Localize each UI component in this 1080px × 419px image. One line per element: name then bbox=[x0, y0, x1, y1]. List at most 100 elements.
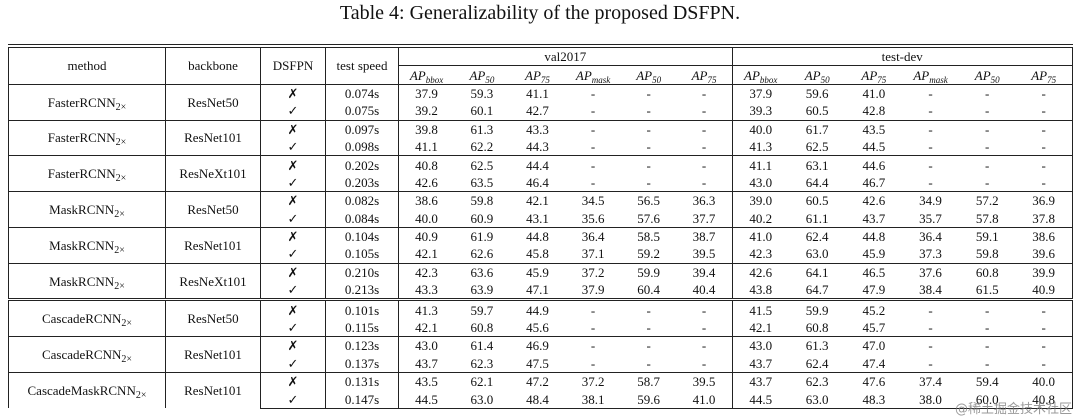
value-cell: - bbox=[928, 320, 933, 336]
dsfpn-cell: ✗ bbox=[260, 226, 326, 246]
value-cell: - bbox=[1015, 336, 1073, 355]
value-cell: - bbox=[701, 174, 707, 190]
speed-cell: 0.203s bbox=[325, 173, 399, 192]
value-cell: 62.6 bbox=[470, 246, 494, 262]
method-cell: CascadeRCNN2× bbox=[8, 336, 166, 373]
metric-header: AP75 bbox=[676, 65, 733, 85]
speed-cell: 0.123s bbox=[325, 336, 399, 355]
value-cell: 39.4 bbox=[676, 262, 733, 282]
value-cell: 43.1 bbox=[526, 210, 549, 226]
value-cell: 60.4 bbox=[637, 282, 661, 298]
value-cell: 39.9 bbox=[1015, 262, 1073, 282]
metric-sub: 50 bbox=[991, 75, 1000, 85]
value-cell: 38.6 bbox=[1015, 226, 1073, 246]
value-cell: 45.8 bbox=[526, 246, 549, 262]
value-cell: 39.2 bbox=[398, 102, 455, 121]
value-cell: 42.6 bbox=[398, 173, 455, 192]
value-cell: 62.1 bbox=[454, 372, 510, 391]
value-cell: 37.8 bbox=[1015, 209, 1073, 228]
metric-sub-text: 50 bbox=[990, 74, 1000, 85]
value-cell: 47.0 bbox=[845, 336, 903, 355]
dsfpn-cell: ✓ bbox=[260, 354, 326, 373]
speed-cell: 0.084s bbox=[325, 209, 399, 228]
value-cell: - bbox=[928, 103, 933, 119]
value-cell: 47.9 bbox=[862, 282, 886, 298]
value-cell: 41.3 bbox=[398, 298, 455, 319]
value-cell: 41.0 bbox=[845, 83, 903, 103]
value-cell: 43.0 bbox=[731, 173, 789, 192]
value-cell: 57.2 bbox=[958, 191, 1016, 210]
header-cell: DSFPN bbox=[260, 43, 326, 85]
value-cell: 43.5 bbox=[845, 119, 903, 138]
value-cell: 43.7 bbox=[398, 354, 455, 373]
speed-cell: 0.115s bbox=[325, 318, 399, 337]
value-cell: 35.7 bbox=[919, 210, 942, 226]
value-cell: - bbox=[676, 155, 733, 174]
metric-header: AP75 bbox=[1015, 65, 1073, 85]
data-row: FasterRCNN2× ResNeXt101 ✗ 0.202s 40.8 62.5 44.… bbox=[8, 155, 1073, 192]
value-cell: 42.3 bbox=[731, 245, 789, 264]
metric-sub: bbox bbox=[760, 75, 778, 85]
data-row: ✓ 0.105s 42.1 62.6 45.8 37.1 59.2 39.5 42.3 63.0 4… bbox=[9, 245, 1073, 264]
metric-sub: mask bbox=[929, 75, 948, 85]
metric-base: AP bbox=[525, 67, 541, 83]
metric-header: AP75 bbox=[509, 65, 566, 85]
value-cell: 42.1 bbox=[398, 318, 455, 337]
value-cell: 41.1 bbox=[509, 83, 566, 103]
value-cell: 47.1 bbox=[526, 282, 549, 298]
value-cell: 60.0 bbox=[958, 390, 1016, 409]
value-cell: - bbox=[676, 83, 733, 103]
value-cell: - bbox=[1015, 155, 1073, 174]
value-cell: - bbox=[1015, 137, 1073, 156]
value-cell: 39.0 bbox=[731, 191, 789, 210]
value-cell: - bbox=[928, 139, 933, 155]
value-cell: 59.6 bbox=[788, 83, 846, 103]
value-cell: - bbox=[590, 355, 596, 371]
metric-base: AP bbox=[636, 67, 653, 83]
group-header: val2017 bbox=[398, 44, 733, 67]
metric-base: AP bbox=[974, 67, 991, 83]
metric-sub-text: bbox bbox=[425, 74, 444, 85]
dsfpn-cell: ✗ bbox=[260, 372, 326, 391]
header-row: method backbone DSFPN test speed val2017 test… bbox=[8, 43, 1073, 85]
metric-header: APbbox bbox=[731, 65, 789, 85]
value-cell: 46.4 bbox=[526, 174, 549, 190]
dsfpn-cell: ✗ bbox=[260, 83, 326, 103]
value-cell: - bbox=[676, 119, 733, 138]
value-cell: 42.3 bbox=[398, 262, 455, 282]
data-row: CascadeMaskRCNN2× ResNet101 ✗ 0.131s 43.5 62.… bbox=[8, 372, 1073, 409]
subheader-row: APbbox AP50 AP75 APmask AP50 AP75 APbbox AP50 AP… bbox=[9, 65, 1073, 85]
value-cell: 47.2 bbox=[509, 372, 566, 391]
value-cell: 36.9 bbox=[1015, 191, 1073, 210]
value-cell: 59.2 bbox=[637, 246, 661, 262]
value-cell: - bbox=[620, 83, 677, 103]
data-row: CascadeRCNN2× ResNet50 ✗ 0.101s 41.3 59.7 44.9… bbox=[8, 298, 1073, 337]
backbone-cell: ResNeXt101 bbox=[165, 155, 261, 192]
method-name: FasterRCNN bbox=[47, 166, 116, 182]
value-cell: - bbox=[985, 174, 990, 190]
method-cell: FasterRCNN2× bbox=[8, 155, 166, 192]
value-cell: 41.0 bbox=[731, 226, 789, 246]
value-cell: 40.8 bbox=[398, 155, 455, 174]
metric-sub: 75 bbox=[541, 75, 550, 85]
value-cell: - bbox=[565, 83, 621, 103]
metric-header: APmask bbox=[565, 65, 621, 85]
metric-base: AP bbox=[409, 67, 426, 83]
dsfpn-cell: ✓ bbox=[260, 318, 326, 337]
value-cell: 61.4 bbox=[454, 336, 510, 355]
value-cell: 39.5 bbox=[692, 246, 716, 262]
backbone-cell: ResNet101 bbox=[165, 226, 261, 264]
value-cell: 48.3 bbox=[845, 390, 903, 409]
value-cell: 45.9 bbox=[862, 246, 886, 262]
method-cell: MaskRCNN2× bbox=[8, 191, 166, 228]
value-cell: 41.5 bbox=[731, 298, 789, 319]
value-cell: 42.1 bbox=[398, 245, 455, 264]
value-cell: - bbox=[958, 83, 1016, 103]
watermark: @稀土掘金技术社区 bbox=[954, 402, 1072, 417]
value-cell: 45.2 bbox=[845, 298, 903, 319]
value-cell: 39.6 bbox=[1015, 245, 1073, 264]
value-cell: 46.5 bbox=[845, 262, 903, 282]
value-cell: - bbox=[646, 355, 651, 371]
metric-sub-text: mask bbox=[591, 74, 611, 85]
value-cell: - bbox=[1015, 173, 1073, 192]
